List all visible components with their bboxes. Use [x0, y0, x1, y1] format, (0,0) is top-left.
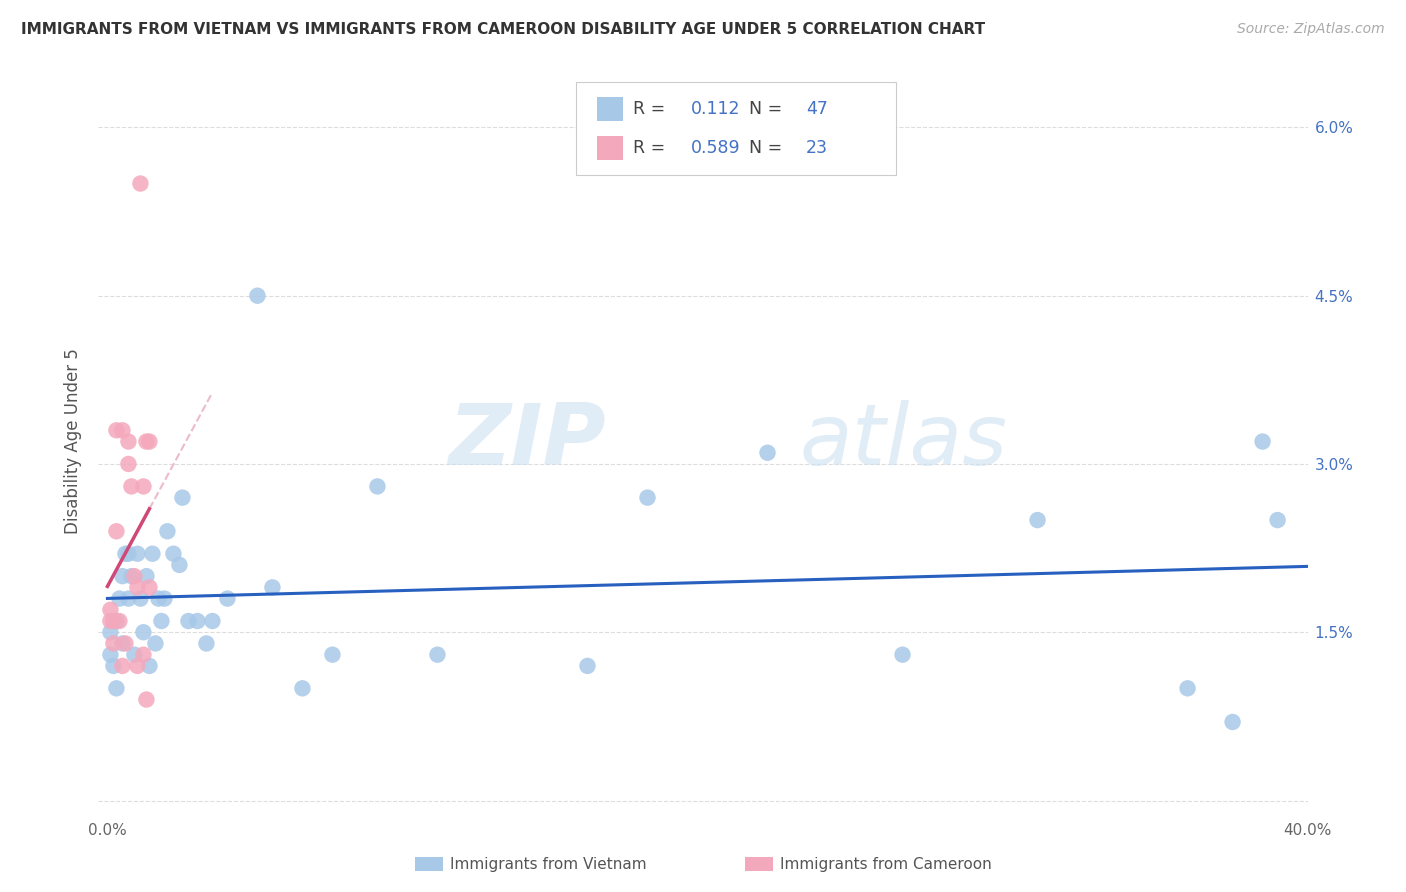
Point: [321, 648, 343, 662]
Point: [1177, 681, 1199, 696]
Text: Immigrants from Vietnam: Immigrants from Vietnam: [450, 857, 647, 871]
Point: [114, 547, 136, 561]
Point: [177, 614, 200, 628]
Point: [1251, 434, 1274, 449]
Point: [135, 434, 157, 449]
Point: [108, 591, 131, 606]
Point: [169, 558, 191, 572]
Point: [262, 580, 284, 594]
Point: [891, 648, 914, 662]
Point: [145, 636, 167, 650]
Text: 47: 47: [806, 100, 828, 118]
Point: [111, 569, 134, 583]
Point: [132, 625, 155, 640]
Point: [148, 591, 170, 606]
Point: [114, 636, 136, 650]
Point: [217, 591, 239, 606]
Point: [172, 491, 194, 505]
Point: [124, 569, 146, 583]
Point: [576, 659, 599, 673]
Point: [156, 524, 179, 539]
Point: [138, 580, 160, 594]
Point: [129, 591, 152, 606]
Point: [117, 434, 139, 449]
Text: Immigrants from Cameroon: Immigrants from Cameroon: [780, 857, 993, 871]
Point: [117, 457, 139, 471]
Point: [103, 614, 125, 628]
Point: [117, 547, 139, 561]
Text: R =: R =: [633, 100, 671, 118]
Text: 0.112: 0.112: [690, 100, 741, 118]
Point: [162, 547, 184, 561]
Point: [153, 591, 176, 606]
Text: Source: ZipAtlas.com: Source: ZipAtlas.com: [1237, 22, 1385, 37]
Point: [117, 591, 139, 606]
Y-axis label: Disability Age Under 5: Disability Age Under 5: [65, 349, 83, 534]
Text: N =: N =: [749, 100, 787, 118]
Point: [120, 479, 142, 493]
Point: [120, 569, 142, 583]
Point: [127, 659, 149, 673]
Text: R =: R =: [633, 139, 671, 157]
Point: [246, 289, 269, 303]
Point: [366, 479, 388, 493]
Point: [132, 648, 155, 662]
Point: [138, 434, 160, 449]
FancyBboxPatch shape: [596, 136, 623, 161]
Point: [1267, 513, 1289, 527]
FancyBboxPatch shape: [596, 97, 623, 121]
Point: [186, 614, 208, 628]
Point: [132, 479, 155, 493]
Point: [637, 491, 659, 505]
Point: [195, 636, 218, 650]
Point: [135, 692, 157, 706]
Text: IMMIGRANTS FROM VIETNAM VS IMMIGRANTS FROM CAMEROON DISABILITY AGE UNDER 5 CORRE: IMMIGRANTS FROM VIETNAM VS IMMIGRANTS FR…: [21, 22, 986, 37]
Point: [141, 547, 163, 561]
Point: [129, 177, 152, 191]
Point: [135, 569, 157, 583]
Point: [103, 659, 125, 673]
Point: [756, 446, 779, 460]
Text: atlas: atlas: [800, 400, 1008, 483]
Point: [124, 648, 146, 662]
Point: [105, 423, 128, 437]
FancyBboxPatch shape: [576, 82, 897, 175]
Point: [1222, 714, 1244, 729]
Point: [150, 614, 173, 628]
Point: [111, 659, 134, 673]
Point: [201, 614, 224, 628]
Point: [108, 614, 131, 628]
Point: [105, 524, 128, 539]
Point: [105, 614, 128, 628]
Point: [1026, 513, 1049, 527]
Point: [138, 659, 160, 673]
Point: [103, 636, 125, 650]
Point: [127, 547, 149, 561]
Text: 23: 23: [806, 139, 828, 157]
Point: [127, 580, 149, 594]
Text: ZIP: ZIP: [449, 400, 606, 483]
Point: [100, 648, 122, 662]
Text: N =: N =: [749, 139, 787, 157]
Point: [111, 423, 134, 437]
Point: [291, 681, 314, 696]
Point: [100, 625, 122, 640]
Point: [426, 648, 449, 662]
Point: [100, 603, 122, 617]
Point: [105, 681, 128, 696]
Point: [111, 636, 134, 650]
Text: 0.589: 0.589: [690, 139, 741, 157]
Point: [100, 614, 122, 628]
